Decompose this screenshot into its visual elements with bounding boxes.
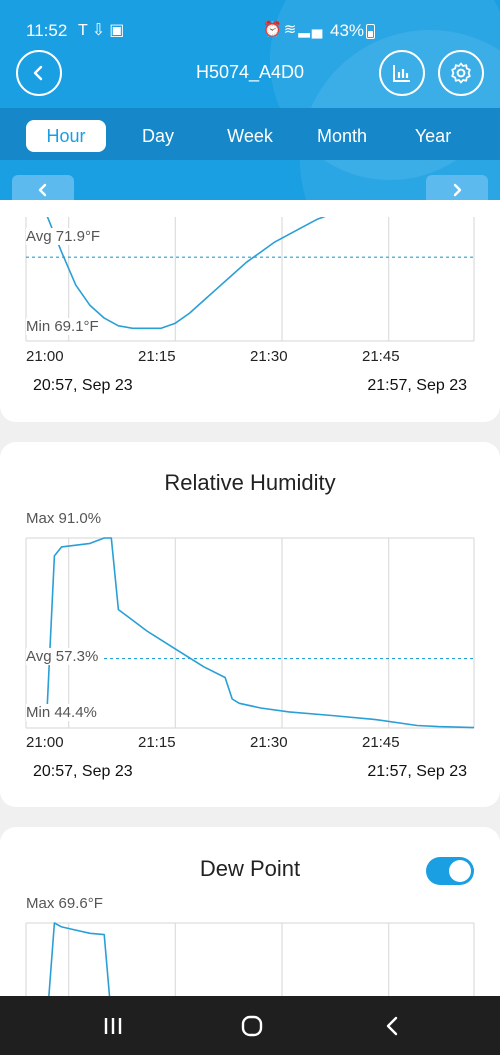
- temperature-card: Avg 71.9°F Min 69.1°F 21:00 21:15 21:30 …: [0, 200, 500, 422]
- tab-day[interactable]: Day: [141, 126, 174, 146]
- battery-icon: [366, 24, 375, 39]
- humidity-min-label: Min 44.4%: [26, 704, 100, 721]
- system-navigation-bar: [0, 996, 500, 1055]
- settings-button[interactable]: [438, 50, 484, 96]
- download-icon: ⇩: [91, 22, 110, 39]
- home-button[interactable]: [232, 1010, 272, 1042]
- humidity-chart: [25, 537, 475, 729]
- series-line: [46, 217, 326, 330]
- gear-icon: [451, 62, 471, 84]
- home-icon: [241, 1015, 263, 1037]
- tab-week[interactable]: Week: [227, 126, 273, 146]
- humidity-range-start: 20:57, Sep 23: [33, 763, 133, 780]
- toggle-knob: [449, 860, 471, 882]
- tab-month[interactable]: Month: [316, 126, 368, 146]
- dew-point-toggle[interactable]: [426, 857, 474, 885]
- battery-percent: 43%: [330, 21, 365, 40]
- tab-year[interactable]: Year: [414, 126, 452, 146]
- humidity-range-end: 21:57, Sep 23: [367, 763, 467, 780]
- wifi-icon: ≋: [283, 21, 299, 38]
- chevron-left-icon: [38, 183, 47, 197]
- temperature-x-tick: 21:15: [138, 348, 176, 365]
- humidity-x-tick: 21:30: [250, 734, 288, 751]
- device-title: H5074_A4D0: [195, 62, 305, 82]
- temperature-range-start: 20:57, Sep 23: [33, 377, 133, 394]
- temperature-avg-label: Avg 71.9°F: [26, 228, 104, 245]
- dew-point-title: Dew Point: [199, 856, 301, 881]
- humidity-max-label: Max 91.0%: [26, 510, 105, 527]
- system-back-button[interactable]: [372, 1010, 412, 1042]
- tab-hour[interactable]: Hour: [26, 120, 106, 152]
- image-icon: ▣: [109, 22, 129, 39]
- temperature-min-label: Min 69.1°F: [26, 318, 102, 335]
- status-left-icons: T⇩▣: [78, 20, 128, 40]
- humidity-avg-label: Avg 57.3%: [26, 648, 102, 665]
- back-button[interactable]: [16, 50, 62, 96]
- dew-point-max-label: Max 69.6°F: [26, 895, 106, 912]
- signal-icon: ▂▄: [298, 21, 325, 38]
- system-back-icon: [386, 1016, 398, 1036]
- humidity-card: Relative Humidity Max 91.0% Avg 57.3% Mi…: [0, 442, 500, 807]
- period-tabs: Hour Day Week Month Year: [0, 108, 500, 160]
- status-time: 11:52: [26, 21, 68, 40]
- carrier-t-icon: T: [78, 22, 92, 39]
- humidity-title: Relative Humidity: [164, 470, 336, 495]
- humidity-x-tick: 21:00: [26, 734, 64, 751]
- back-icon: [33, 65, 43, 81]
- temperature-range-end: 21:57, Sep 23: [367, 377, 467, 394]
- chevron-right-icon: [453, 183, 462, 197]
- status-right-icons: ⏰≋▂▄: [263, 20, 324, 38]
- temperature-x-tick: 21:30: [250, 348, 288, 365]
- temperature-x-tick: 21:45: [362, 348, 400, 365]
- recent-apps-icon: [104, 1018, 122, 1034]
- temperature-x-tick: 21:00: [26, 348, 64, 365]
- header: 11:52 T⇩▣ ⏰≋▂▄ 43% H5074_A4D0 Hour Day W…: [0, 0, 500, 217]
- recent-apps-button[interactable]: [93, 1010, 133, 1042]
- humidity-x-tick: 21:45: [362, 734, 400, 751]
- alarm-icon: ⏰: [263, 21, 284, 38]
- series-line: [46, 537, 475, 729]
- temperature-chart: [25, 217, 475, 342]
- status-bar: 11:52 T⇩▣ ⏰≋▂▄ 43%: [0, 0, 500, 60]
- series-line: [46, 922, 113, 1017]
- humidity-x-tick: 21:15: [138, 734, 176, 751]
- bar-chart-icon: [393, 65, 410, 82]
- chart-view-button[interactable]: [379, 50, 425, 96]
